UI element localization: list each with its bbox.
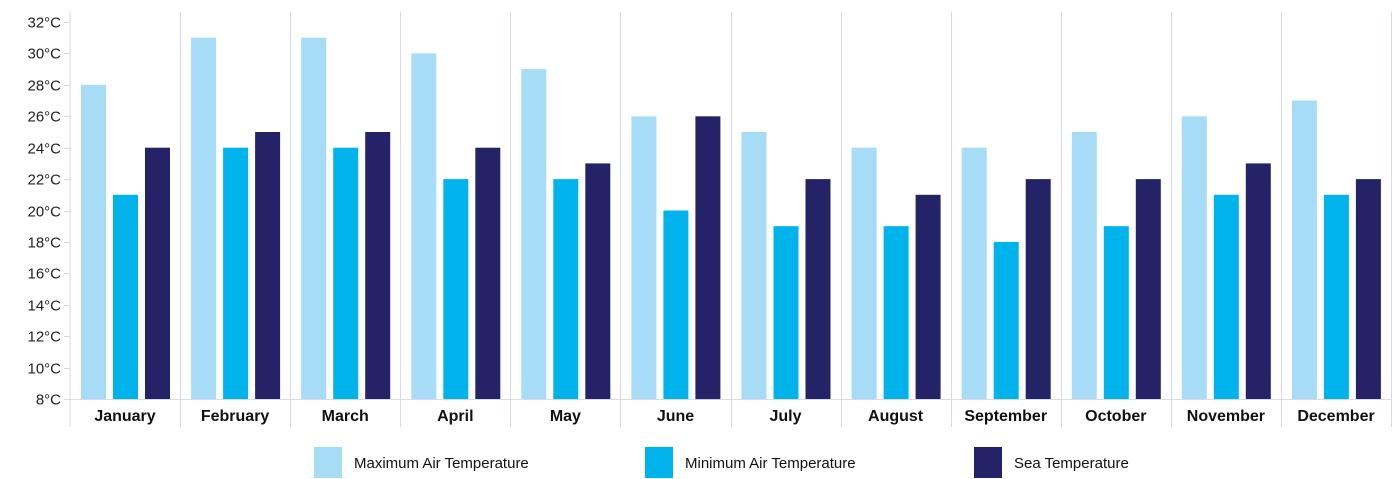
grid-layer <box>64 12 1392 427</box>
bar-december-minimum-air-temperature <box>1323 194 1349 399</box>
bar-february-maximum-air-temperature <box>191 37 217 399</box>
y-tick-label: 10°C <box>27 361 61 378</box>
x-tick-label-september: September <box>964 408 1047 425</box>
bar-april-sea-temperature <box>475 147 501 399</box>
legend-label: Sea Temperature <box>1014 455 1129 472</box>
bar-june-maximum-air-temperature <box>631 116 657 400</box>
x-tick-label-april: April <box>437 408 473 425</box>
bar-july-minimum-air-temperature <box>773 226 799 399</box>
bar-november-sea-temperature <box>1245 163 1271 399</box>
bar-january-maximum-air-temperature <box>81 84 106 400</box>
bar-september-sea-temperature <box>1025 179 1051 399</box>
bar-january-sea-temperature <box>145 147 170 399</box>
y-tick-label: 20°C <box>27 204 61 221</box>
bar-march-sea-temperature <box>365 132 391 399</box>
y-tick-label: 14°C <box>27 298 61 315</box>
legend: Maximum Air Temperature Minimum Air Tempe… <box>314 447 1129 478</box>
x-tick-label-january: January <box>94 408 155 425</box>
bar-november-minimum-air-temperature <box>1213 194 1239 399</box>
bar-may-maximum-air-temperature <box>521 69 547 399</box>
bar-december-sea-temperature <box>1355 179 1381 399</box>
legend-item-sea-temperature: Sea Temperature <box>974 447 1129 478</box>
bar-august-minimum-air-temperature <box>883 226 909 399</box>
x-tick-label-february: February <box>201 408 270 425</box>
y-tick-label: 26°C <box>27 109 61 126</box>
bar-september-maximum-air-temperature <box>961 147 987 399</box>
bar-october-sea-temperature <box>1135 179 1161 399</box>
legend-swatch <box>974 447 1002 478</box>
y-tick-label: 22°C <box>27 172 61 189</box>
x-axis-labels: January February March April May June July Augu… <box>94 408 1374 425</box>
y-tick-label: 24°C <box>27 141 61 158</box>
y-tick-label: 12°C <box>27 329 61 346</box>
bar-march-maximum-air-temperature <box>301 37 327 399</box>
bar-may-minimum-air-temperature <box>553 179 579 399</box>
bar-december-maximum-air-temperature <box>1291 100 1317 399</box>
bar-august-sea-temperature <box>915 194 941 399</box>
legend-swatch <box>314 447 342 478</box>
bar-november-maximum-air-temperature <box>1181 116 1207 400</box>
bar-june-sea-temperature <box>695 116 721 400</box>
x-tick-label-october: October <box>1085 408 1146 425</box>
legend-item-minimum-air-temperature: Minimum Air Temperature <box>645 447 856 478</box>
y-tick-label: 8°C <box>36 392 61 409</box>
y-tick-label: 28°C <box>27 78 61 95</box>
y-tick-label: 32°C <box>27 15 61 32</box>
bar-february-sea-temperature <box>255 132 281 399</box>
legend-swatch <box>645 447 673 478</box>
bar-september-minimum-air-temperature <box>993 241 1019 399</box>
y-axis-ticks: 8°C 10°C 12°C 14°C 16°C 18°C 20°C 22°C 24°C 26°C 2… <box>27 15 70 409</box>
bar-january-minimum-air-temperature <box>113 194 138 399</box>
x-tick-label-march: March <box>322 408 369 425</box>
x-tick-label-june: June <box>657 408 694 425</box>
x-tick-label-december: December <box>1297 408 1374 425</box>
legend-label: Minimum Air Temperature <box>685 455 856 472</box>
bar-october-maximum-air-temperature <box>1071 132 1097 399</box>
bar-may-sea-temperature <box>585 163 611 399</box>
legend-item-maximum-air-temperature: Maximum Air Temperature <box>314 447 529 478</box>
y-tick-label: 18°C <box>27 235 61 252</box>
y-tick-label: 16°C <box>27 266 61 283</box>
bar-april-minimum-air-temperature <box>443 179 469 399</box>
x-tick-label-august: August <box>868 408 924 425</box>
y-tick-label: 30°C <box>27 46 61 63</box>
x-tick-label-november: November <box>1187 408 1265 425</box>
bar-october-minimum-air-temperature <box>1103 226 1129 399</box>
legend-label: Maximum Air Temperature <box>354 455 529 472</box>
bar-july-maximum-air-temperature <box>741 132 767 399</box>
bar-july-sea-temperature <box>805 179 831 399</box>
bar-march-minimum-air-temperature <box>333 147 359 399</box>
x-tick-label-july: July <box>769 408 801 425</box>
bars <box>81 37 1381 400</box>
bar-august-maximum-air-temperature <box>851 147 877 399</box>
x-tick-label-may: May <box>550 408 581 425</box>
bar-june-minimum-air-temperature <box>663 210 689 399</box>
bar-february-minimum-air-temperature <box>223 147 249 399</box>
bar-april-maximum-air-temperature <box>411 53 437 400</box>
